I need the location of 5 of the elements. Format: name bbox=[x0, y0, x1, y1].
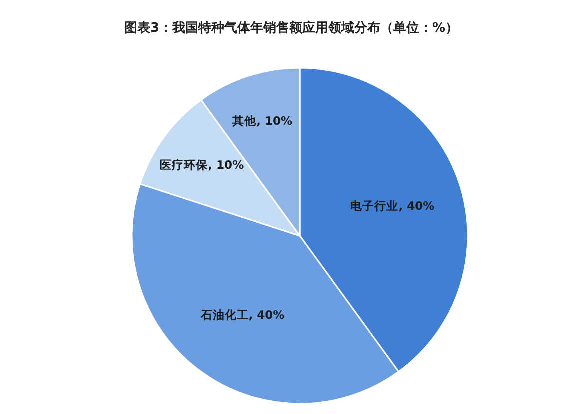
chart-title: 图表3：我国特种气体年销售额应用领域分布（单位：%） bbox=[124, 20, 459, 36]
slice-label: 医疗环保, 10% bbox=[160, 158, 245, 172]
slice-label: 电子行业, 40% bbox=[350, 198, 436, 213]
slice-label: 其他, 10% bbox=[232, 114, 294, 128]
slice-label: 石油化工, 40% bbox=[200, 308, 286, 322]
